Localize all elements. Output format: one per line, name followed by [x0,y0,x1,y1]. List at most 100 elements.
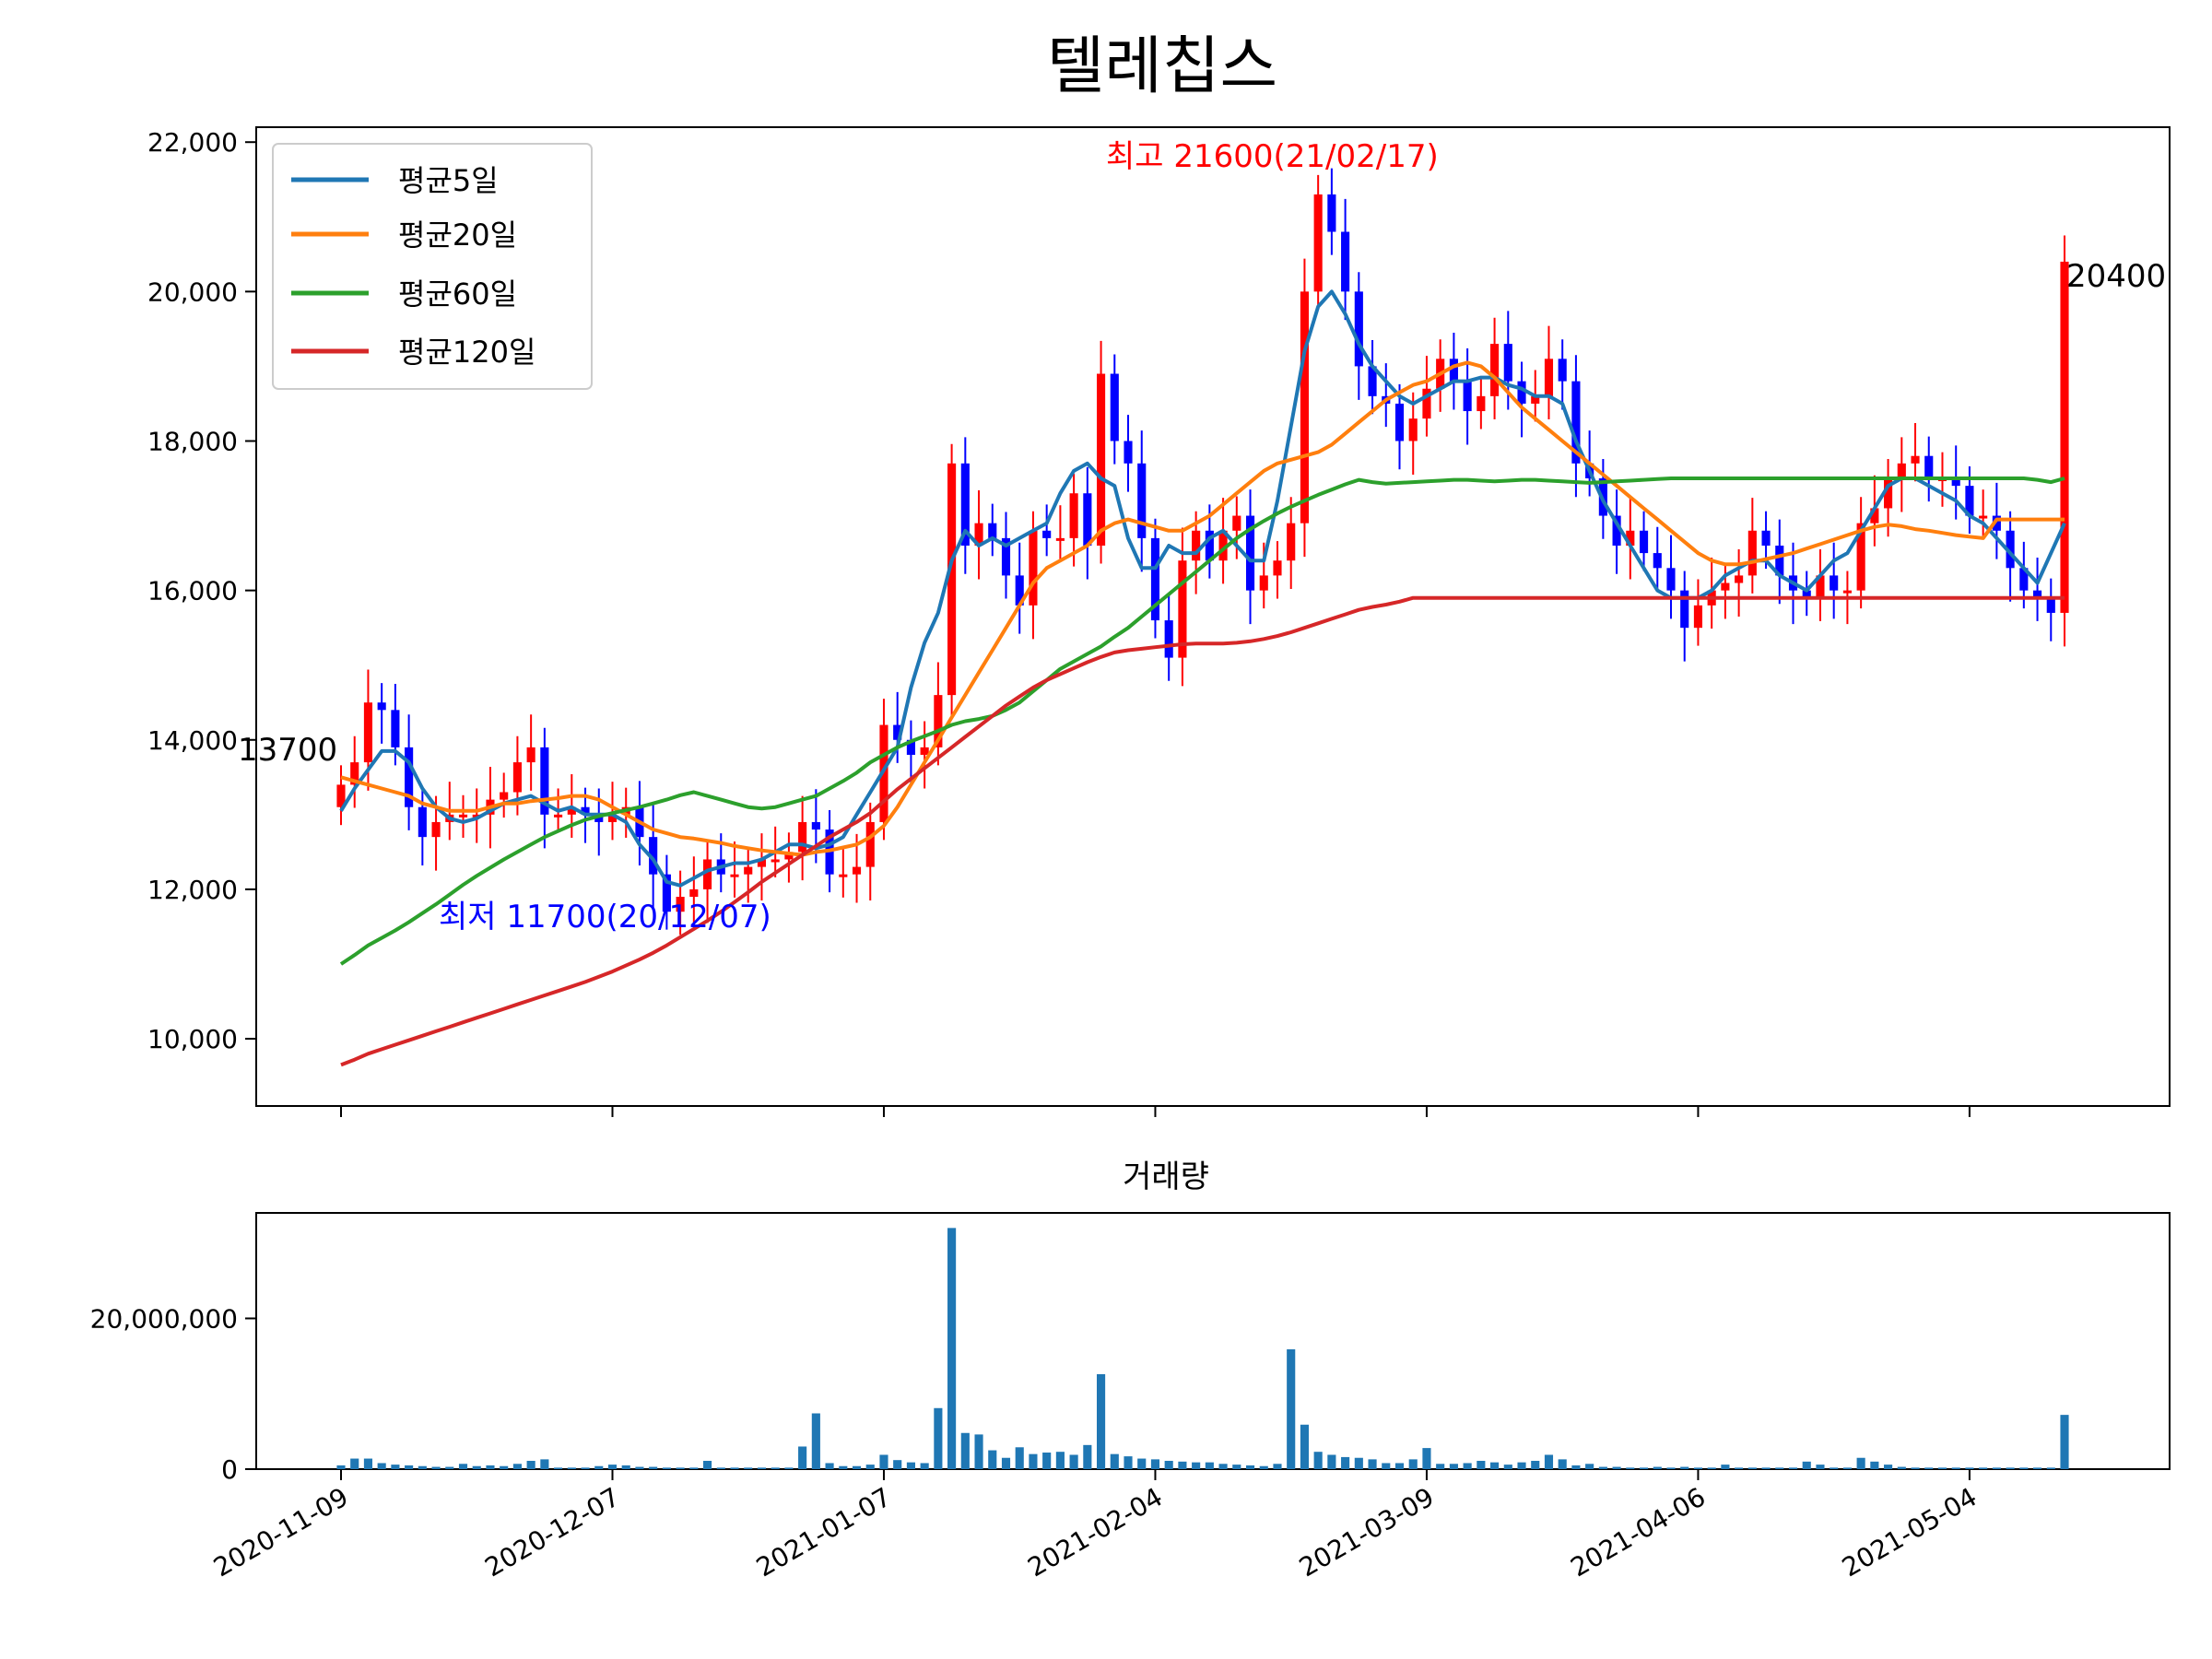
price-axes-frame [255,126,2171,1107]
volume-bar [1517,1462,1526,1469]
volume-bar [567,1467,576,1469]
volume-bar [1884,1465,1893,1469]
candle-body [1232,515,1241,531]
candle-body [1083,493,1092,546]
volume-bar [1083,1444,1092,1469]
volume-bar [418,1465,427,1469]
date-tick-label: 2021-04-06 [1566,1481,1711,1583]
volume-title: 거래량 [1123,1159,1209,1195]
volume-bar [1001,1457,1011,1469]
candle-body [865,821,875,867]
volume-bar [2046,1467,2055,1469]
candle-body [377,702,386,711]
candle-body [1001,537,1011,576]
volume-bar [1951,1467,1960,1469]
candle-body [1055,537,1065,541]
price-y-axis: 10,000 12,000 14,000 16,000 18,000 20,000 22,0… [147,127,256,1054]
candle-body [1218,530,1228,561]
candle-body [512,762,522,793]
volume-bar [363,1458,373,1469]
volume-bar [1653,1466,1662,1469]
volume-bar [445,1466,454,1469]
candle-body [1341,231,1350,292]
candle-body [554,814,563,818]
candle-body [1856,523,1865,591]
volume-bar [1368,1459,1377,1469]
volume-bar [1598,1466,1607,1469]
volume-bar [1761,1467,1771,1469]
volume-bar [472,1465,481,1469]
min-annotation: 최저 11700(20/12/07) [439,899,771,935]
volume-bar [635,1466,644,1469]
volume-bar [1612,1466,1621,1469]
moving-average-lines [339,289,2066,1067]
candle-body [607,814,618,822]
candle-body [1870,508,1879,524]
candle-body [662,874,671,912]
volume-bar [1124,1456,1133,1469]
volume-bar [458,1464,468,1469]
candle-body [500,792,509,800]
volume-bar [1735,1467,1744,1469]
candle-body [540,747,549,815]
volume-bar [798,1446,807,1469]
candle-body [1354,291,1363,367]
candle-body [1666,568,1676,591]
legend: 평균5일 평균20일 평균60일 평균120일 [272,143,593,390]
candle-body [1884,478,1893,509]
volume-bar [1639,1467,1649,1469]
volume-bar [540,1459,549,1469]
volume-bar [1259,1465,1268,1469]
volume-bar [1721,1465,1730,1469]
volume-bar [512,1464,522,1469]
candle-body [852,866,862,875]
volume-bar [879,1454,888,1469]
volume-bar [1544,1454,1554,1469]
candle-body [1517,381,1526,404]
date-tick-label: 2020-11-09 [208,1481,353,1583]
candle-body [1571,381,1581,464]
price-y-tick-label: 18,000 [147,426,238,456]
candle-body [988,523,997,538]
volume-bar [1666,1467,1676,1469]
volume-bar [1870,1461,1879,1469]
candle-body [1979,515,1988,519]
volume-bar [1273,1464,1282,1469]
volume-bar [716,1467,725,1469]
volume-bar [757,1467,767,1469]
candle-body [1422,388,1431,419]
volume-bar [1747,1467,1757,1469]
volume-bar [1571,1465,1581,1469]
volume-bar [1069,1454,1078,1469]
volume-bar [1245,1465,1255,1469]
legend-box [272,143,593,390]
candle-body [1503,344,1512,382]
candle-body [676,897,685,912]
volume-bar [1178,1461,1187,1469]
volume-bar [1707,1467,1716,1469]
volume-bar [1897,1466,1906,1469]
candle-body [350,762,359,785]
line-ma60 [339,477,2065,966]
legend-item-ma20: 평균20일 [291,218,517,253]
volume-bar [702,1461,712,1469]
candle-body [1965,486,1974,516]
candle-body [1747,530,1757,576]
volume-bar [744,1467,753,1469]
volume-bar [1394,1463,1405,1469]
candle-body [594,814,604,822]
volume-bar [1626,1467,1635,1469]
candle-body [1178,560,1187,658]
volume-bar [1490,1462,1500,1469]
volume-bar [594,1465,604,1469]
volume-bar [1680,1466,1689,1469]
volume-bar [350,1458,359,1469]
candle-body [784,852,794,860]
candle-body [581,806,590,815]
volume-bar [649,1466,658,1469]
volume-bar [1693,1467,1703,1469]
candle-body [1300,291,1309,524]
volume-bar [1097,1373,1106,1469]
candle-body [1029,530,1038,606]
